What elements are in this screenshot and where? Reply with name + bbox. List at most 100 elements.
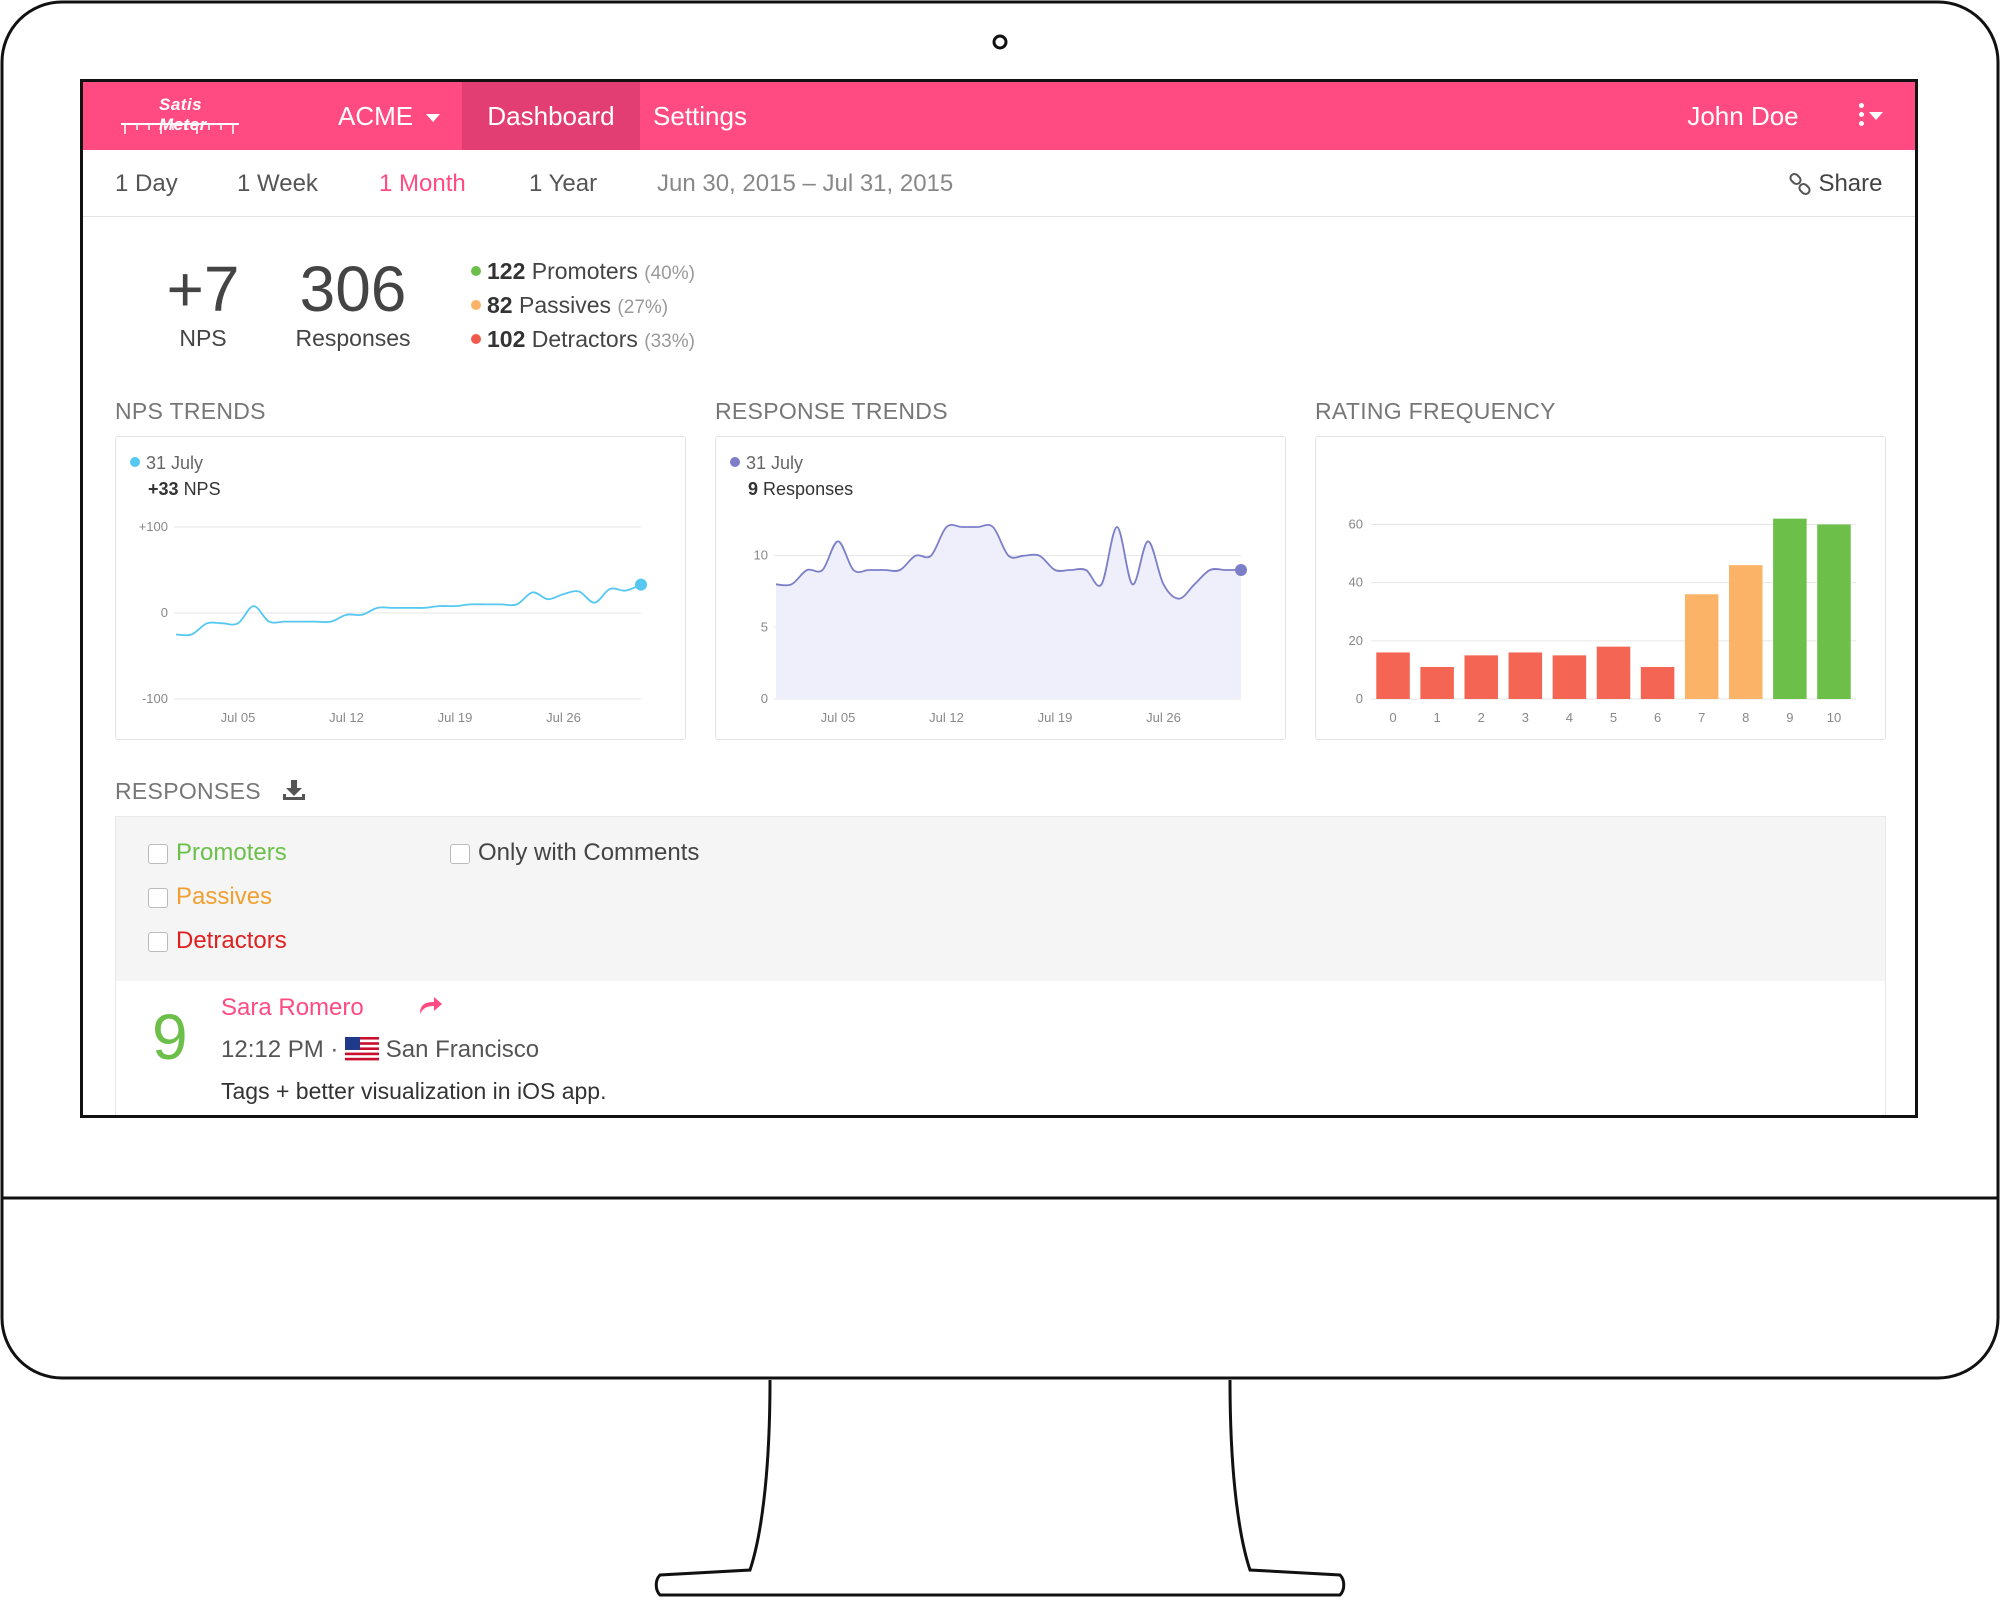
response-y-tick-label: 0 [761, 691, 768, 706]
response-trends-title: RESPONSE TRENDS [715, 398, 948, 424]
rating-x-tick-label: 4 [1566, 710, 1573, 725]
nps-last-point [635, 578, 647, 591]
rating-y-tick-label: 0 [1356, 691, 1363, 706]
responses-label: Responses [295, 325, 411, 351]
nps-trends-chart: +100 0 -100 Jul 05 Jul 12 Jul 19 Jul 26 [139, 519, 647, 725]
account-dropdown[interactable]: ACME [338, 82, 448, 150]
rating-bar-2 [1464, 655, 1498, 699]
app-screen: Satis Meter ACME Dashboard Settings John… [83, 82, 1915, 1115]
filter-promoters[interactable]: Promoters [148, 839, 348, 869]
caret-down-icon [1869, 112, 1883, 120]
responses-filter-panel: Promoters Passives Detractors Only with … [115, 816, 1886, 981]
response-x-tick-label: Jul 12 [929, 710, 964, 725]
rating-bar-10 [1817, 524, 1851, 699]
respondent-name[interactable]: Sara Romero [221, 994, 364, 1021]
response-area [776, 524, 1241, 699]
date-range-bar: 1 Day 1 Week 1 Month 1 Year Jun 30, 2015… [83, 150, 1915, 217]
nps-x-tick-label: Jul 05 [221, 710, 256, 725]
rating-bar-1 [1420, 667, 1454, 699]
rating-y-tick-label: 60 [1349, 516, 1363, 531]
filter-only-with-comments[interactable]: Only with Comments [450, 839, 750, 869]
rating-x-tick-label: 9 [1786, 710, 1793, 725]
logo[interactable]: Satis Meter [113, 82, 243, 150]
link-icon [1789, 172, 1811, 195]
tab-dashboard[interactable]: Dashboard [462, 82, 640, 150]
nps-trends-title: NPS TRENDS [115, 398, 266, 424]
response-comment: Tags + better visualization in iOS app. [221, 1078, 607, 1104]
filter-detractors[interactable]: Detractors [148, 927, 348, 957]
response-x-tick-label: Jul 26 [1146, 710, 1181, 725]
passives-checkbox[interactable] [148, 888, 168, 908]
range-1-month[interactable]: 1 Month [379, 170, 466, 197]
filter-passives[interactable]: Passives [148, 883, 348, 913]
nps-tooltip-value: +33 NPS [148, 479, 221, 499]
promoters-checkbox[interactable] [148, 844, 168, 864]
range-1-week[interactable]: 1 Week [237, 170, 318, 197]
response-tooltip-value: 9 Responses [748, 479, 854, 499]
rating-frequency-title: RATING FREQUENCY [1315, 398, 1556, 424]
filter-detractors-label: Detractors [176, 927, 287, 954]
rating-x-tick-label: 7 [1698, 710, 1705, 725]
response-trends-chart: 10 5 0 Jul 05 Jul 12 Jul 19 Jul 26 [754, 524, 1247, 725]
nps-label: NPS [179, 325, 227, 351]
nps-x-tick-label: Jul 12 [329, 710, 364, 725]
rating-bar-4 [1552, 655, 1587, 699]
more-menu-button[interactable] [1851, 82, 1891, 150]
nps-series-line [175, 583, 642, 637]
nps-value: +7 [166, 253, 240, 325]
promoters-dot [471, 265, 481, 276]
comments-checkbox[interactable] [450, 844, 470, 864]
account-name: ACME [338, 101, 414, 131]
share-button[interactable]: Share [1788, 170, 1883, 200]
breakdown-passives: 82 Passives (27%) [471, 292, 668, 319]
tab-settings[interactable]: Settings [640, 82, 760, 150]
response-x-tick-label: Jul 05 [821, 710, 856, 725]
response-tooltip-dot [730, 457, 740, 468]
tab-settings-label: Settings [653, 101, 747, 131]
camera-icon [992, 34, 1008, 50]
user-name: John Doe [1687, 101, 1799, 131]
rating-x-tick-label: 10 [1827, 710, 1841, 725]
rating-x-tick-label: 5 [1610, 710, 1617, 725]
responses-value: 306 [299, 253, 407, 325]
response-time: 12:12 PM [221, 1036, 324, 1063]
breakdown-promoters: 122 Promoters (40%) [471, 258, 695, 285]
detractors-checkbox[interactable] [148, 932, 168, 952]
rating-x-tick-label: 0 [1389, 710, 1396, 725]
user-menu[interactable]: John Doe [1673, 82, 1813, 150]
share-label: Share [1818, 170, 1883, 197]
rating-x-tick-label: 3 [1522, 710, 1529, 725]
response-last-point [1235, 564, 1247, 576]
date-range-text[interactable]: Jun 30, 2015 – Jul 31, 2015 [657, 170, 954, 197]
nps-trends-card: 31 July +33 NPS +100 0 -100 Jul 05 Jul 12 Jul… [115, 436, 686, 740]
logo-ruler-icon [121, 123, 239, 134]
rating-x-tick-label: 8 [1742, 710, 1749, 725]
caret-down-icon [426, 114, 441, 123]
response-tooltip-date: 31 July [730, 453, 803, 474]
download-icon[interactable] [281, 777, 307, 803]
top-navbar: Satis Meter ACME Dashboard Settings John… [83, 82, 1915, 150]
response-x-tick-label: Jul 19 [1038, 710, 1073, 725]
filter-promoters-label: Promoters [176, 839, 287, 866]
vertical-dots-icon [1859, 103, 1864, 127]
nps-tooltip-date: 31 July [130, 453, 203, 474]
nps-x-tick-label: Jul 26 [546, 710, 581, 725]
rating-y-tick-label: 40 [1349, 575, 1363, 590]
response-y-tick-label: 10 [754, 548, 768, 563]
filter-comments-label: Only with Comments [478, 839, 700, 866]
response-meta: 12:12 PM · San Francisco [221, 1036, 539, 1064]
reply-arrow-icon[interactable] [416, 994, 444, 1018]
response-y-tick-label: 5 [761, 619, 768, 634]
rating-frequency-chart: 60 40 20 0 0 1 2 3 4 5 6 7 8 9 10 [1349, 516, 1856, 725]
response-score: 9 [152, 1001, 188, 1073]
range-1-year[interactable]: 1 Year [529, 170, 598, 197]
detractors-dot [471, 333, 481, 344]
filter-passives-label: Passives [176, 883, 273, 910]
meta-separator: · [330, 1036, 346, 1063]
range-1-day[interactable]: 1 Day [115, 170, 178, 197]
breakdown-detractors: 102 Detractors (33%) [471, 326, 695, 353]
rating-bar-6 [1640, 667, 1675, 699]
rating-bar-7 [1684, 594, 1719, 699]
rating-bar-3 [1508, 652, 1543, 699]
nps-y-tick-label: -100 [142, 691, 168, 706]
